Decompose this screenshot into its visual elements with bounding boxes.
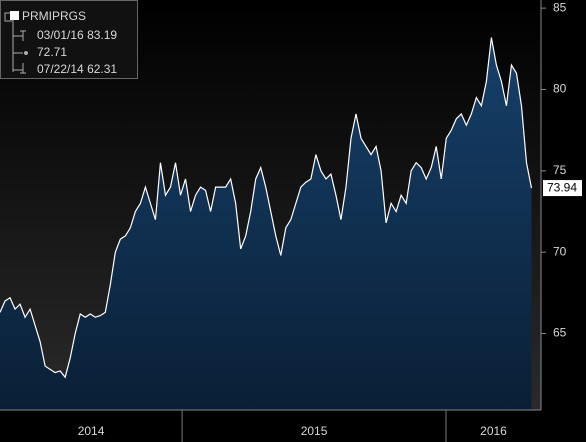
y-tick-label: 65: [553, 326, 567, 340]
y-tick-label: 85: [553, 0, 567, 14]
legend-tree: [12, 22, 26, 74]
legend-average: 72.71: [37, 45, 67, 59]
low-date: 07/22/14: [37, 62, 84, 76]
last-value-label: 73.94: [547, 180, 577, 194]
y-tick-label: 80: [553, 82, 567, 96]
year-label: 2015: [301, 424, 328, 438]
last-value-box: [543, 180, 582, 197]
legend-box: [0, 0, 138, 79]
high-date: 03/01/16: [37, 28, 84, 42]
x-axis-band: [0, 410, 586, 442]
legend-low: 07/22/14 62.31: [37, 62, 117, 76]
legend-avg-icon: [24, 51, 28, 55]
high-value: 83.19: [87, 28, 117, 42]
legend: PRMIPRGS 03/01/16 83.19 72.71 07/22/14 6…: [0, 0, 138, 79]
y-tick-label: 75: [553, 163, 567, 177]
year-label: 2014: [78, 424, 105, 438]
line: [0, 37, 533, 379]
year-label: 2016: [480, 424, 507, 438]
legend-high: 03/01/16 83.19: [37, 28, 117, 42]
legend-swatch: [10, 11, 19, 20]
area: [0, 37, 532, 410]
y-tick-label: 70: [553, 244, 567, 258]
legend-series-name: PRMIPRGS: [22, 9, 86, 23]
low-value: 62.31: [87, 62, 117, 76]
